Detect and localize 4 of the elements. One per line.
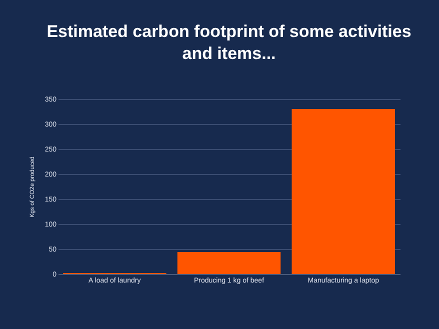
bar (292, 109, 395, 274)
text: Estimated carbon footprint of some activities (46, 22, 412, 41)
bar (177, 252, 281, 274)
text: and items... (182, 44, 276, 63)
